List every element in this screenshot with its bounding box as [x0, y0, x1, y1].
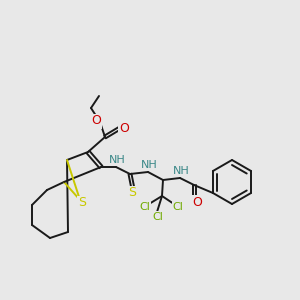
Text: S: S — [128, 187, 136, 200]
Text: O: O — [192, 196, 202, 208]
Text: NH: NH — [172, 166, 189, 176]
Text: NH: NH — [141, 160, 158, 170]
Text: NH: NH — [109, 155, 125, 165]
Text: O: O — [91, 115, 101, 128]
Text: Cl: Cl — [140, 202, 150, 212]
Text: S: S — [78, 196, 86, 209]
Text: O: O — [119, 122, 129, 134]
Text: Cl: Cl — [172, 202, 183, 212]
Text: Cl: Cl — [153, 212, 164, 222]
